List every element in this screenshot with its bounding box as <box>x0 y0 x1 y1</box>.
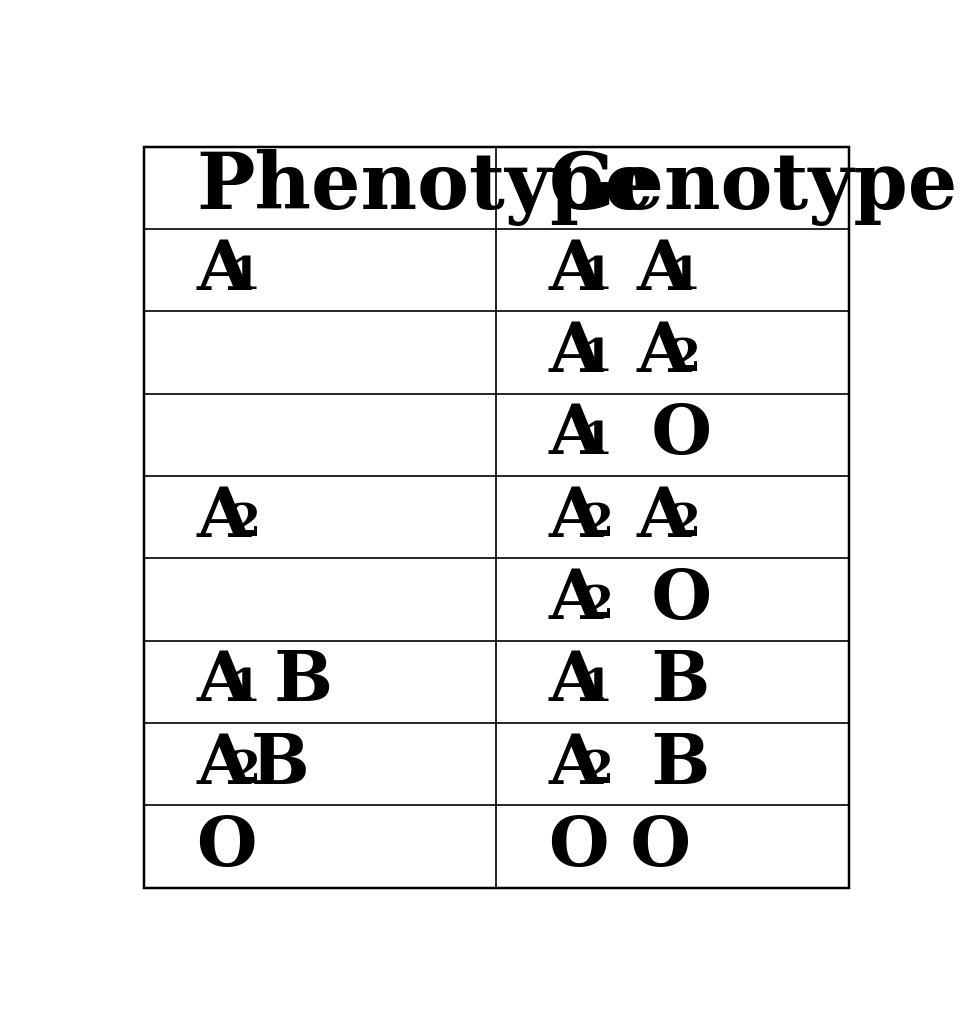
Text: A: A <box>549 318 603 386</box>
Text: 2: 2 <box>670 337 701 380</box>
Text: A: A <box>549 731 603 798</box>
Text: O: O <box>603 566 712 633</box>
Text: A: A <box>549 648 603 716</box>
Text: 1: 1 <box>582 337 613 380</box>
Text: 1: 1 <box>582 255 613 298</box>
Text: Phenotype: Phenotype <box>196 150 654 226</box>
Text: A: A <box>196 731 250 798</box>
Text: 2: 2 <box>670 502 701 545</box>
Text: O: O <box>196 813 257 880</box>
Text: 1: 1 <box>229 255 260 298</box>
Text: 2: 2 <box>582 502 613 545</box>
Text: 1: 1 <box>229 667 260 710</box>
Text: A: A <box>549 237 603 303</box>
Text: A: A <box>196 648 250 716</box>
Text: 2: 2 <box>229 502 260 545</box>
Text: B: B <box>603 648 711 716</box>
Text: O: O <box>603 401 712 468</box>
Text: A: A <box>196 237 250 303</box>
Text: 2: 2 <box>229 749 260 792</box>
Text: 1: 1 <box>582 420 613 463</box>
Text: 2: 2 <box>582 585 613 628</box>
Text: A: A <box>549 566 603 633</box>
Text: A: A <box>636 318 690 386</box>
Text: 2: 2 <box>582 749 613 792</box>
Text: 1: 1 <box>582 667 613 710</box>
Text: A: A <box>549 401 603 468</box>
Text: 1: 1 <box>670 255 701 298</box>
Text: A: A <box>196 483 250 551</box>
Text: B: B <box>603 731 711 798</box>
Text: O: O <box>582 813 691 880</box>
Text: B: B <box>251 731 309 798</box>
Text: O: O <box>549 813 609 880</box>
Text: Genotype: Genotype <box>549 150 958 225</box>
Text: B: B <box>251 648 334 716</box>
Text: A: A <box>636 237 690 303</box>
Text: A: A <box>549 483 603 551</box>
Text: A: A <box>636 483 690 551</box>
